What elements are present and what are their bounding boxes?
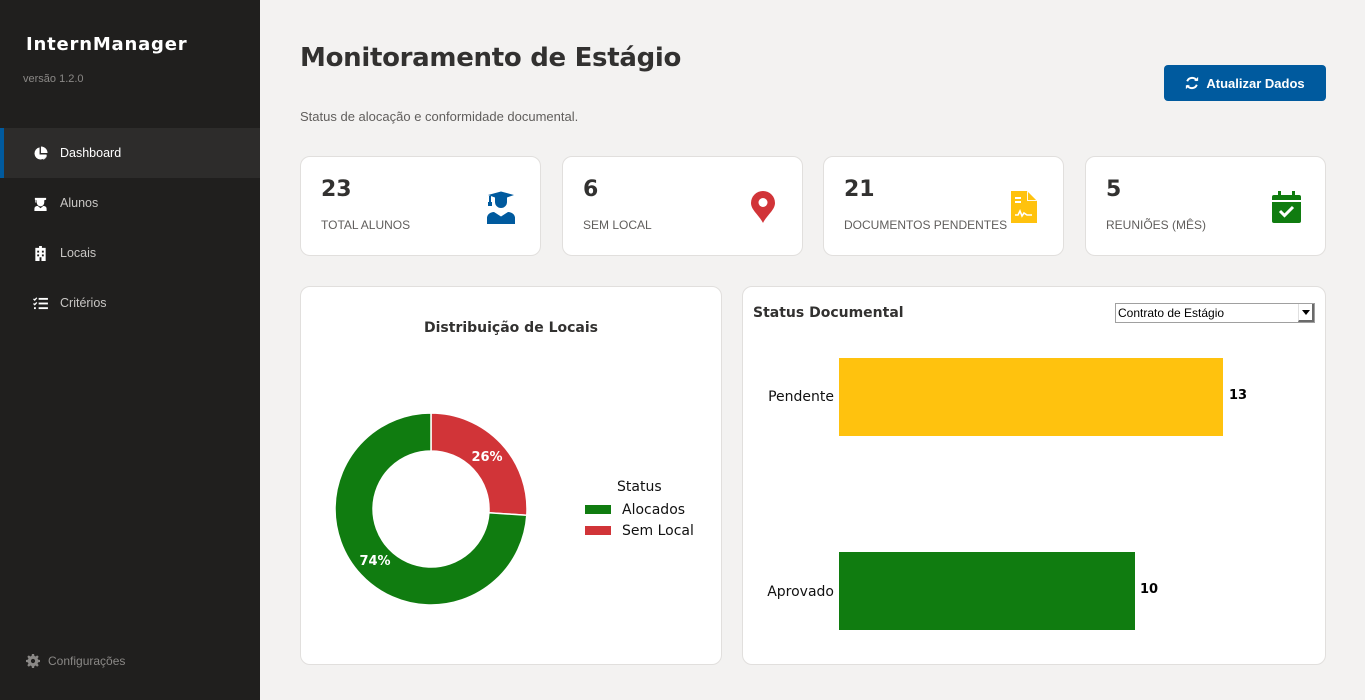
legend-item-alocados: Alocados — [585, 499, 694, 520]
app-version: versão 1.2.0 — [23, 73, 84, 85]
bar-label-aprovado: Aprovado — [767, 584, 834, 600]
kpi-value: 23 — [321, 177, 352, 202]
sidebar: InternManager versão 1.2.0 Dashboard Alu… — [0, 0, 260, 700]
sync-icon — [1186, 76, 1199, 90]
chevron-down-icon[interactable] — [1298, 304, 1314, 322]
kpi-value: 5 — [1106, 177, 1122, 202]
kpi-card-documentos-pendentes: 21 DOCUMENTOS PENDENTES — [823, 156, 1064, 256]
donut-chart: 26% 74% — [334, 412, 528, 606]
legend-item-sem-local: Sem Local — [585, 520, 694, 541]
pie-chart-icon — [32, 145, 48, 161]
map-pin-icon — [746, 189, 780, 225]
signed-document-icon — [1007, 189, 1041, 225]
sidebar-item-dashboard[interactable]: Dashboard — [0, 128, 260, 178]
donut-legend: Status Alocados Sem Local — [585, 479, 694, 541]
sidebar-nav: Dashboard Alunos Locais Critérios — [0, 128, 260, 328]
checklist-icon — [32, 295, 48, 311]
sidebar-item-locais[interactable]: Locais — [0, 228, 260, 278]
legend-swatch — [585, 526, 611, 535]
refresh-label: Atualizar Dados — [1206, 75, 1305, 91]
sidebar-item-label: Dashboard — [60, 146, 122, 160]
bar-pendente — [839, 358, 1223, 436]
kpi-label: SEM LOCAL — [583, 218, 652, 232]
app-name: InternManager — [26, 34, 188, 55]
kpi-card-reunioes: 5 REUNIÕES (MÊS) — [1085, 156, 1326, 256]
bar-label-pendente: Pendente — [768, 389, 834, 405]
sidebar-item-alunos[interactable]: Alunos — [0, 178, 260, 228]
bar-value-pendente: 13 — [1229, 388, 1248, 403]
kpi-label: REUNIÕES (MÊS) — [1106, 218, 1207, 232]
building-icon — [32, 245, 48, 261]
kpi-label: TOTAL ALUNOS — [321, 218, 411, 232]
donut-chart-title: Distribuição de Locais — [424, 320, 598, 336]
graduate-icon — [32, 195, 48, 211]
location-distribution-card: Distribuição de Locais 26% 74% Status Al… — [300, 286, 722, 665]
sidebar-item-label: Alunos — [60, 196, 99, 210]
donut-label-sem-local: 26% — [471, 450, 502, 465]
legend-title: Status — [617, 479, 662, 495]
kpi-card-total-alunos: 23 TOTAL ALUNOS — [300, 156, 541, 256]
kpi-card-sem-local: 6 SEM LOCAL — [562, 156, 803, 256]
settings-link[interactable]: Configurações — [26, 654, 125, 668]
kpi-value: 21 — [844, 177, 875, 202]
page-title: Monitoramento de Estágio — [300, 43, 682, 73]
refresh-data-button[interactable]: Atualizar Dados — [1164, 65, 1326, 101]
page-subtitle: Status de alocação e conformidade docume… — [300, 109, 579, 124]
settings-label: Configurações — [48, 654, 126, 668]
gear-icon — [26, 654, 40, 668]
sidebar-item-criterios[interactable]: Critérios — [0, 278, 260, 328]
selected-document: Contrato de Estágio — [1118, 306, 1225, 320]
legend-label: Sem Local — [622, 522, 694, 539]
sidebar-item-label: Critérios — [60, 296, 107, 310]
kpi-value: 6 — [583, 177, 599, 202]
sidebar-item-label: Locais — [60, 246, 97, 260]
kpi-label: DOCUMENTOS PENDENTES — [844, 218, 1008, 232]
graduate-icon — [484, 189, 518, 225]
bar-value-aprovado: 10 — [1140, 582, 1159, 597]
document-type-select[interactable]: Contrato de Estágio — [1115, 303, 1315, 323]
bar-aprovado — [839, 552, 1135, 630]
donut-slice-alocados — [334, 412, 528, 606]
legend-swatch — [585, 505, 611, 514]
donut-slice-sem-local — [430, 412, 528, 517]
donut-label-alocados: 74% — [359, 554, 390, 569]
document-status-card: Status Documental Contrato de Estágio Pe… — [742, 286, 1326, 665]
bar-chart-title: Status Documental — [753, 305, 904, 321]
calendar-check-icon — [1269, 189, 1303, 225]
legend-label: Alocados — [622, 501, 686, 518]
